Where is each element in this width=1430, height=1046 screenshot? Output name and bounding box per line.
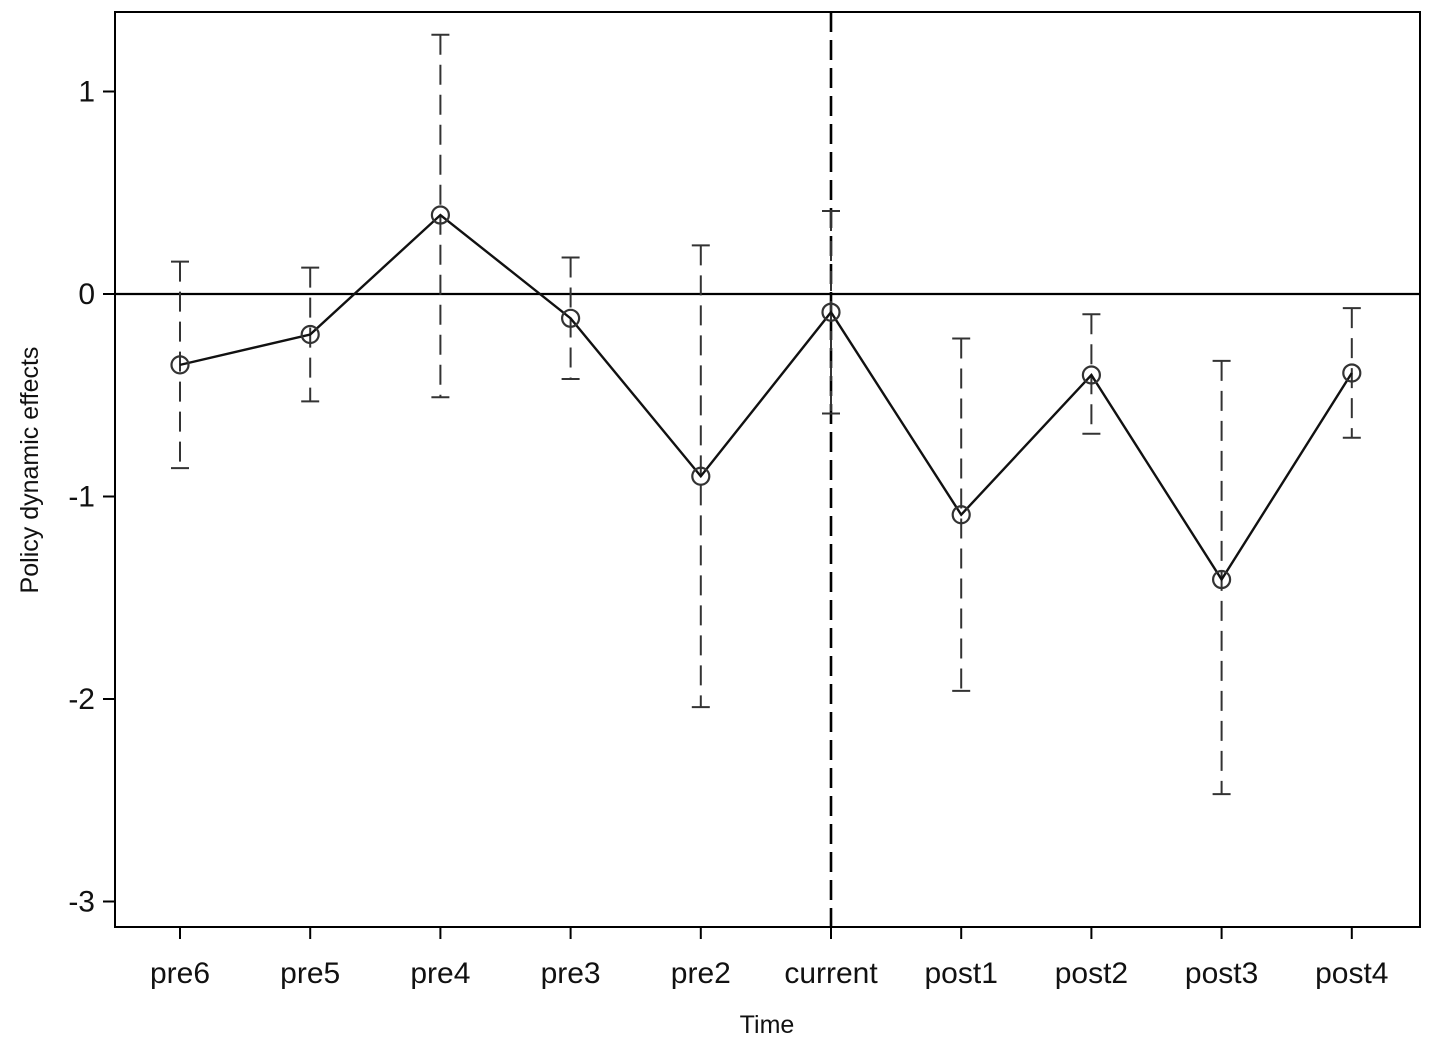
data-point (951, 505, 971, 525)
y-tick-label: -1 (68, 481, 95, 514)
data-points (170, 205, 1362, 590)
x-tick-label: post2 (1055, 957, 1128, 990)
x-tick-label: post3 (1185, 957, 1258, 990)
x-tick-label: pre2 (671, 957, 731, 990)
data-point (1342, 363, 1362, 383)
y-tick-label: -2 (68, 683, 95, 716)
data-point (300, 324, 320, 345)
y-axis-title: Policy dynamic effects (16, 347, 44, 594)
data-point (560, 308, 581, 328)
data-point (430, 205, 450, 225)
data-point (170, 355, 190, 375)
x-tick-label: pre5 (280, 957, 340, 990)
y-tick-label: -3 (68, 886, 95, 919)
reference-lines (115, 12, 1420, 927)
y-axis: 1 0 -1 -2 -3 (68, 76, 115, 919)
x-axis: pre6 pre5 pre4 pre3 pre2 current post1 post2 pos… (150, 927, 1388, 990)
error-bars (171, 33, 1361, 796)
x-tick-label: pre3 (541, 957, 601, 990)
series-line-group (179, 213, 1353, 582)
x-tick-label: current (784, 957, 878, 990)
data-point (1081, 365, 1102, 385)
x-axis-title: Time (740, 1011, 795, 1039)
y-tick-label: 1 (78, 76, 95, 109)
data-point (1211, 569, 1232, 590)
series-line (179, 213, 1353, 582)
x-tick-label: post1 (925, 957, 998, 990)
x-tick-label: pre4 (410, 957, 470, 990)
x-tick-label: pre6 (150, 957, 210, 990)
data-point (691, 466, 711, 486)
x-tick-label: post4 (1315, 957, 1388, 990)
y-tick-label: 0 (78, 278, 95, 311)
plot-frame (114, 11, 1421, 928)
data-point (821, 302, 841, 322)
